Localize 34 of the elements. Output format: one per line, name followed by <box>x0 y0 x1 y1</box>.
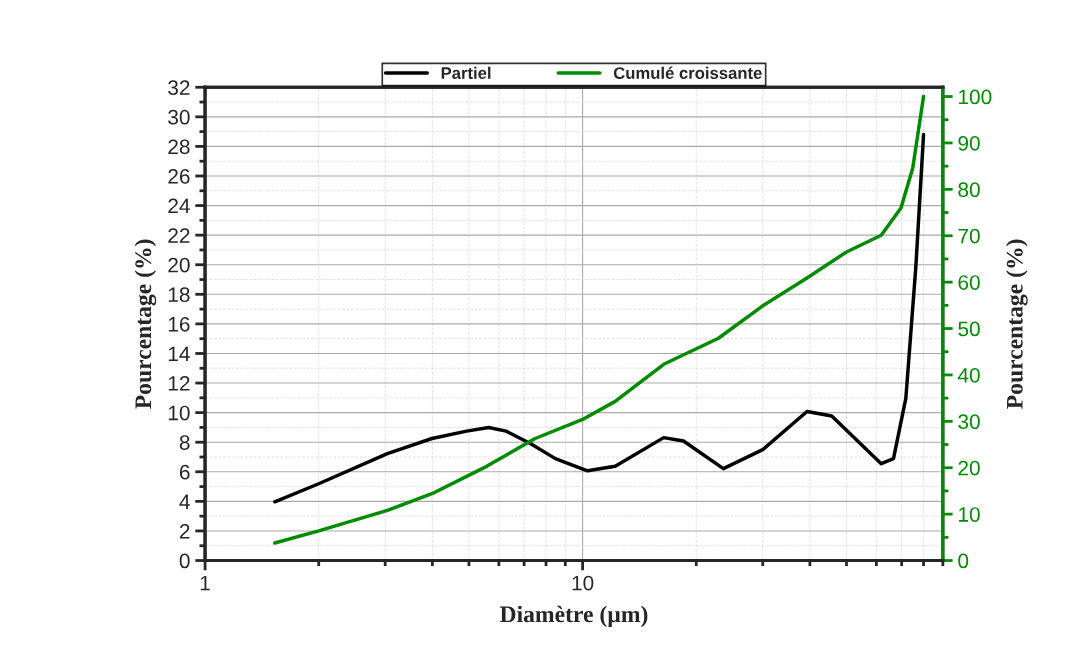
y2-tick-label: 60 <box>958 275 980 290</box>
legend-label: Cumulé croissante <box>613 66 762 79</box>
legend-label: Partiel <box>441 66 491 79</box>
y-tick-label: 28 <box>168 139 190 155</box>
y-tick-label: 4 <box>179 494 190 509</box>
y2-tick-label: 10 <box>959 507 980 522</box>
y-tick-label: 30 <box>168 109 190 125</box>
x-tick-label: 1 <box>200 575 210 591</box>
y-tick-label: 12 <box>168 376 190 391</box>
y-tick-label: 24 <box>168 198 190 214</box>
y-tick-label: 20 <box>168 257 190 273</box>
y-axis-title: Pourcentage (%) <box>134 239 157 409</box>
y-tick-label: 6 <box>179 464 190 480</box>
y-tick-label: 22 <box>168 228 190 243</box>
y-tick-label: 0 <box>179 553 190 569</box>
y-tick-label: 18 <box>168 287 190 303</box>
y2-tick-label: 100 <box>959 89 992 105</box>
y-tick-label: 32 <box>168 80 190 96</box>
y2-tick-label: 20 <box>958 460 980 476</box>
y2-tick-label: 30 <box>958 414 980 430</box>
y2-axis-title: Pourcentage (%) <box>1006 239 1028 409</box>
y-tick-label: 10 <box>168 405 190 421</box>
y-tick-label: 14 <box>168 346 190 362</box>
y2-tick-label: 90 <box>958 135 980 151</box>
y2-tick-label: 70 <box>958 228 980 244</box>
y2-tick-label: 0 <box>958 553 969 569</box>
y2-tick-label: 50 <box>958 321 980 337</box>
x-axis-title: Diamètre (µm) <box>499 605 648 628</box>
y2-tick-label: 80 <box>958 182 980 198</box>
y-tick-label: 2 <box>179 523 190 539</box>
y-tick-label: 26 <box>168 168 190 184</box>
y-tick-label: 8 <box>179 435 190 450</box>
y-tick-label: 16 <box>168 316 190 332</box>
y2-tick-label: 40 <box>957 367 980 383</box>
